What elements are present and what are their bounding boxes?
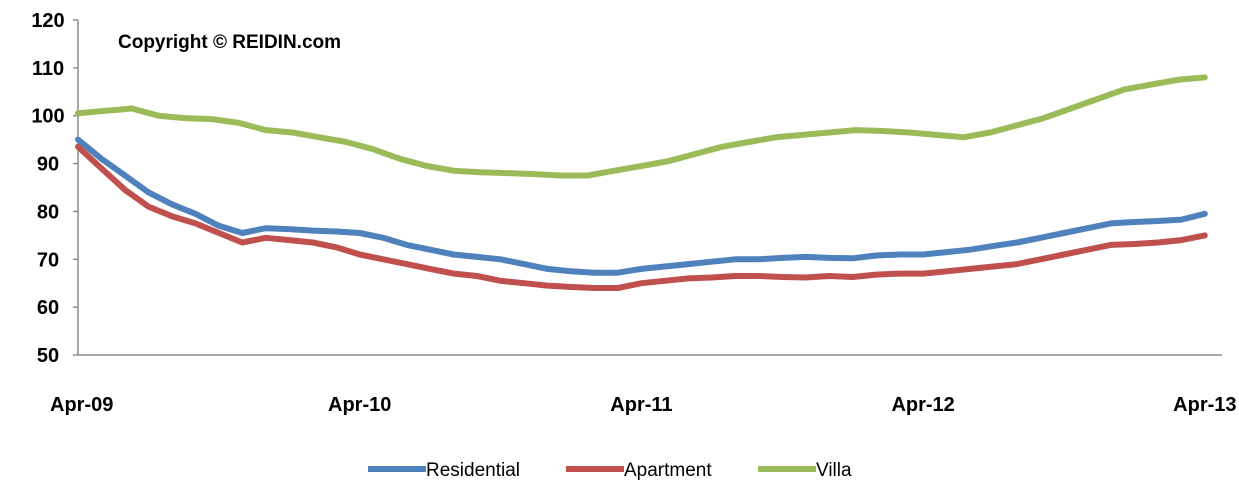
x-tick-label: Apr-11: [610, 394, 672, 416]
series-line-residential: [75, 136, 1208, 276]
y-tick-label: 80: [37, 201, 59, 223]
x-axis-ticks: Apr-09 Apr-10 Apr-11 Apr-12 Apr-13: [50, 394, 1237, 416]
x-tick-label: Apr-12: [891, 394, 954, 416]
y-tick-label: 120: [31, 10, 64, 32]
x-tick-label: Apr-10: [328, 394, 391, 416]
y-tick-label: 70: [37, 249, 59, 271]
y-axis-ticks: 50 60 70 80 90 100 110 120: [31, 10, 78, 367]
x-tick-label: Apr-13: [1173, 394, 1236, 416]
y-tick-label: 100: [31, 106, 64, 128]
axes: [77, 20, 1222, 356]
series-lines: [75, 74, 1208, 291]
copyright-annotation: Copyright © REIDIN.com: [118, 32, 341, 53]
y-tick-label: 110: [32, 58, 64, 80]
series-line-apartment: [75, 143, 1208, 291]
series-line-villa: [75, 74, 1208, 179]
y-tick-label: 50: [37, 345, 59, 367]
legend-label-residential: Residential: [426, 460, 520, 481]
legend: Residential Apartment Villa: [368, 460, 852, 481]
y-tick-label: 60: [37, 297, 59, 319]
legend-label-apartment: Apartment: [624, 460, 712, 481]
legend-label-villa: Villa: [816, 460, 852, 481]
y-tick-label: 90: [37, 154, 59, 176]
x-tick-label: Apr-09: [50, 394, 113, 416]
